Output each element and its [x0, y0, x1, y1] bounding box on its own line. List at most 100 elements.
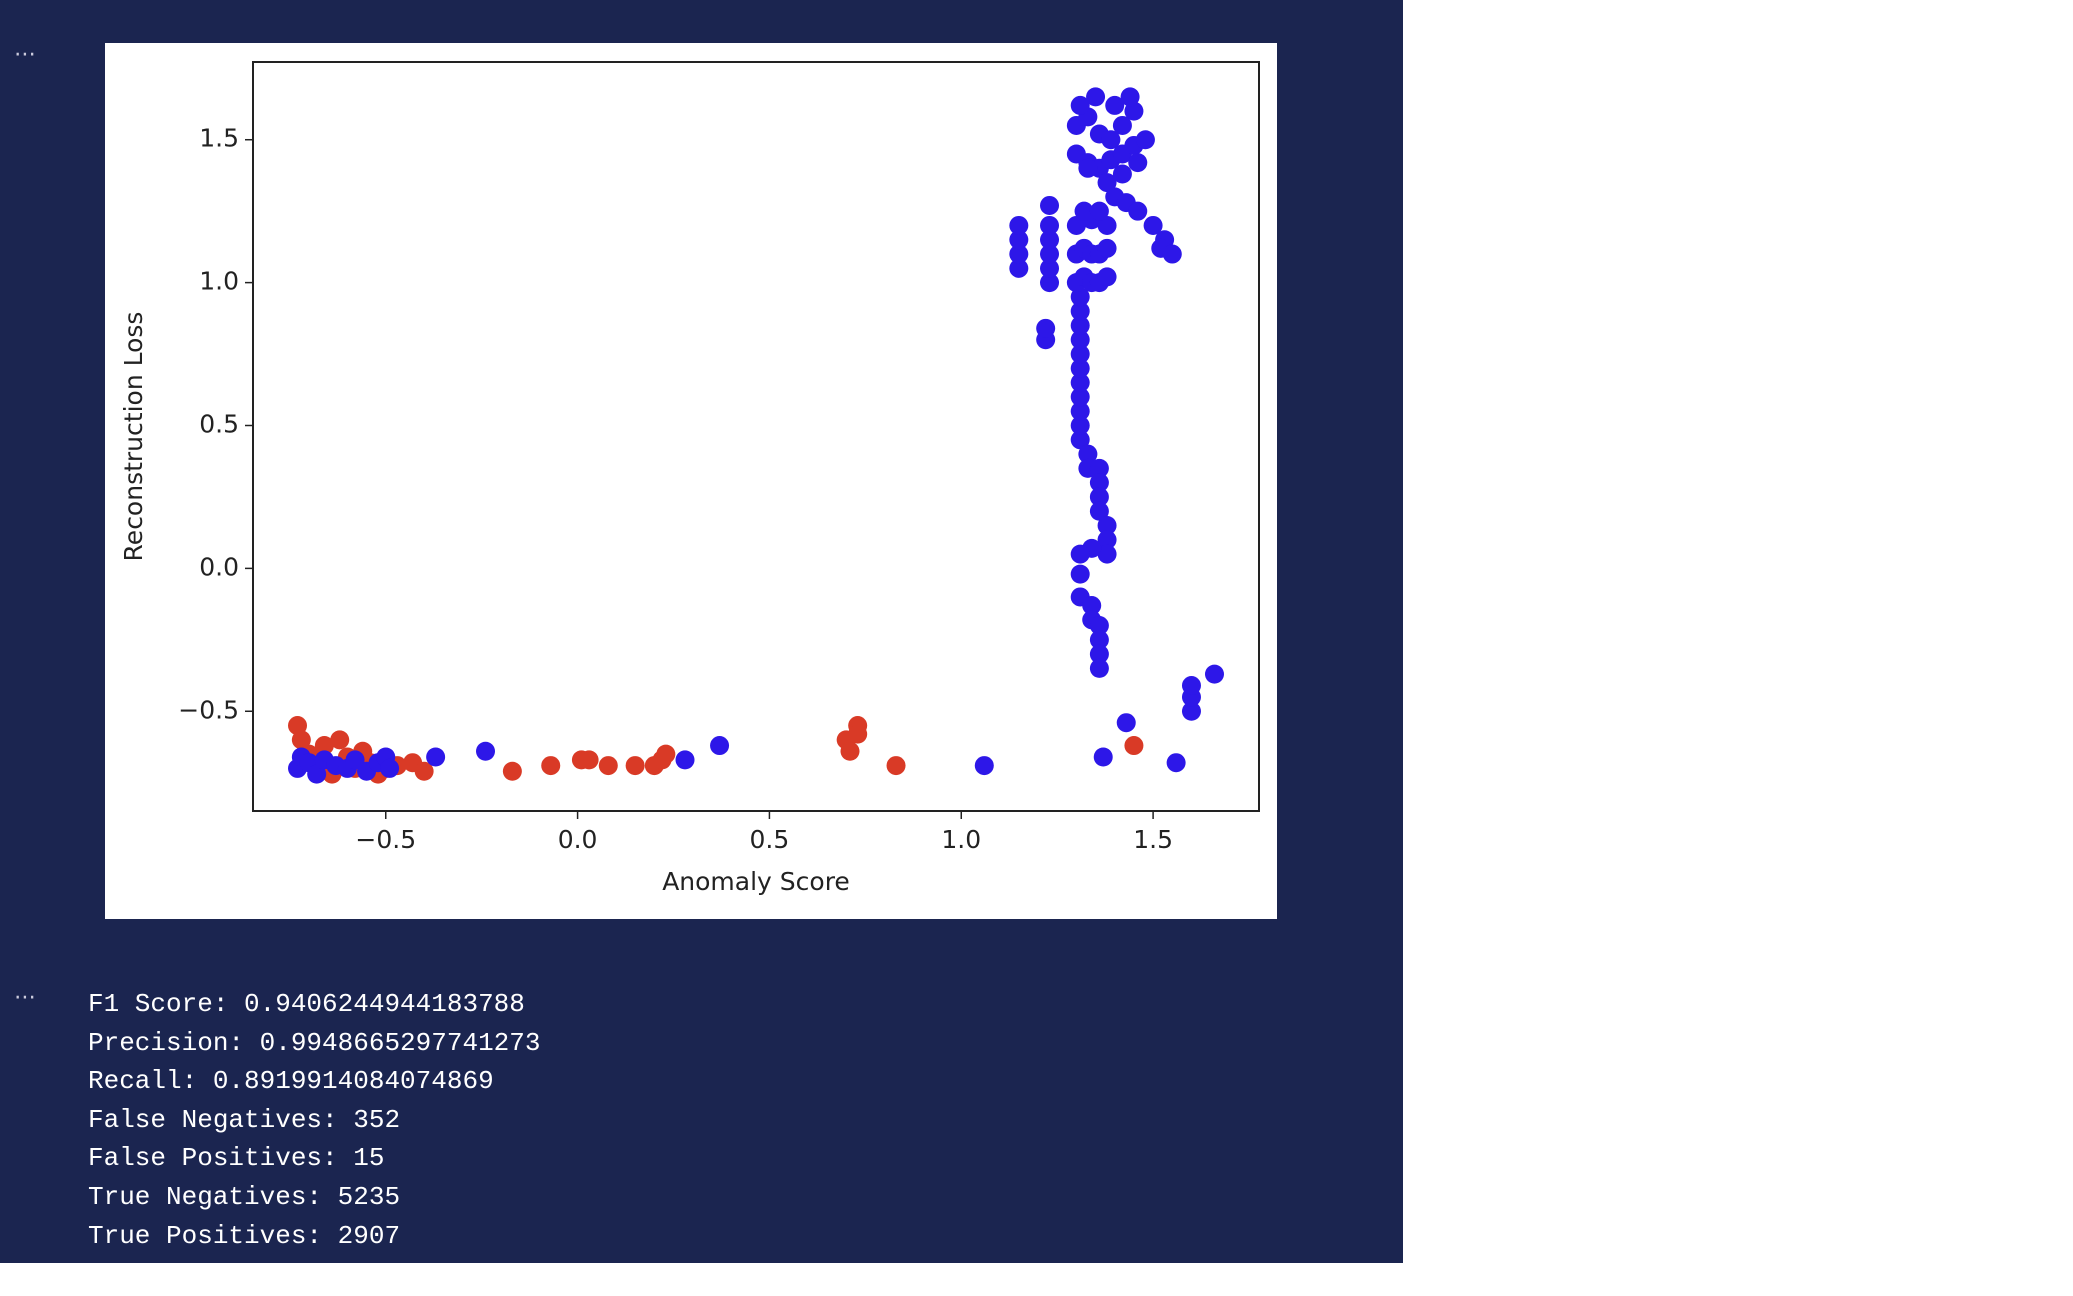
- scatter-point: [1097, 267, 1117, 287]
- scatter-point: [675, 750, 695, 770]
- scatter-point: [1040, 230, 1060, 250]
- scatter-point: [1124, 736, 1144, 756]
- scatter-point: [1078, 158, 1098, 178]
- scatter-point: [579, 750, 599, 770]
- scatter-point: [1070, 95, 1090, 115]
- scatter-point: [1009, 230, 1029, 250]
- scatter-point: [1097, 238, 1117, 258]
- scatter-point: [1009, 244, 1029, 264]
- scatter-point: [1112, 164, 1132, 184]
- x-tick-label: 0.5: [750, 825, 790, 854]
- scatter-point: [1097, 516, 1117, 536]
- scatter-point: [710, 736, 730, 756]
- scatter-point: [1070, 301, 1090, 321]
- scatter-point: [1086, 87, 1106, 107]
- scatter-point: [1070, 287, 1090, 307]
- scatter-point: [288, 716, 308, 736]
- scatter-point: [1070, 564, 1090, 584]
- scatter-point: [1120, 87, 1140, 107]
- x-tick-label: 1.0: [941, 825, 981, 854]
- scatter-point: [1040, 273, 1060, 293]
- scatter-point: [1070, 401, 1090, 421]
- output-line: False Positives: 15: [88, 1143, 385, 1174]
- scatter-point: [1128, 201, 1148, 221]
- scatter-point: [1066, 215, 1086, 235]
- scatter-point: [1124, 101, 1144, 121]
- scatter-point: [1097, 173, 1117, 193]
- scatter-point: [1089, 501, 1109, 521]
- scatter-point: [1070, 544, 1090, 564]
- scatter-point: [380, 758, 400, 778]
- scatter-point: [1070, 430, 1090, 450]
- scatter-point: [1070, 315, 1090, 335]
- x-tick-label: −0.5: [355, 825, 416, 854]
- scatter-point: [1089, 616, 1109, 636]
- scatter-point: [330, 730, 350, 750]
- x-tick-label: 0.0: [558, 825, 598, 854]
- scatter-point: [1040, 258, 1060, 278]
- scatter-point: [1074, 201, 1094, 221]
- y-axis-label: Reconstruction Loss: [119, 312, 148, 562]
- scatter-point: [625, 756, 645, 776]
- scatter-point: [1040, 195, 1060, 215]
- y-tick-label: 1.5: [199, 124, 239, 153]
- scatter-point: [1089, 458, 1109, 478]
- scatter-point: [1089, 473, 1109, 493]
- scatter-point: [1082, 596, 1102, 616]
- y-tick-label: 1.0: [199, 267, 239, 296]
- scatter-point: [1040, 244, 1060, 264]
- scatter-point: [1135, 130, 1155, 150]
- cell-prompt[interactable]: ⋯: [14, 42, 36, 67]
- scatter-point: [848, 724, 868, 744]
- scatter-point: [1040, 215, 1060, 235]
- output-line: F1 Score: 0.9406244944183788: [88, 989, 525, 1019]
- scatter-point: [1089, 630, 1109, 650]
- output-text: F1 Score: 0.9406244944183788 Precision: 0…: [88, 985, 540, 1255]
- scatter-point: [1009, 215, 1029, 235]
- scatter-point: [426, 747, 446, 767]
- scatter-point: [1204, 664, 1224, 684]
- notebook-output: ⋯ ⋯ −0.5 0.0 0.5 1.0 1.5 −0.5 0.0 0.5 1.0 1.5 Anom…: [0, 0, 1403, 1263]
- output-line: True Positives: 2907: [88, 1220, 401, 1251]
- scatter-point: [502, 761, 522, 781]
- scatter-point: [1105, 95, 1125, 115]
- y-tick-label: 0.0: [199, 552, 239, 581]
- scatter-point: [1089, 487, 1109, 507]
- output-line: True Negatives: 5235: [88, 1181, 401, 1212]
- scatter-point: [1070, 373, 1090, 393]
- scatter-point: [1181, 676, 1201, 696]
- scatter-point: [1097, 544, 1117, 564]
- output-line: Precision: 0.9948665297741273: [88, 1027, 541, 1058]
- scatter-point: [291, 730, 311, 750]
- cell-prompt[interactable]: ⋯: [14, 985, 36, 1010]
- y-tick-label: −0.5: [178, 695, 239, 724]
- y-tick-label: 0.5: [199, 409, 239, 438]
- chart: −0.5 0.0 0.5 1.0 1.5 −0.5 0.0 0.5 1.0 1.5 Anomaly …: [105, 43, 1277, 919]
- scatter-point: [886, 756, 906, 776]
- scatter-point: [1089, 201, 1109, 221]
- scatter-point: [974, 756, 994, 776]
- output-line: Recall: 0.8919914084074869: [88, 1066, 494, 1097]
- scatter-point: [1128, 153, 1148, 173]
- scatter-point: [1116, 713, 1136, 733]
- x-tick-label: 1.5: [1133, 825, 1173, 854]
- scatter-point: [476, 741, 496, 761]
- scatter-point: [314, 736, 334, 756]
- scatter-point: [598, 756, 618, 776]
- scatter-point: [1009, 258, 1029, 278]
- scatter-point: [1166, 753, 1186, 773]
- scatter-point: [1143, 215, 1163, 235]
- scatter-point: [1181, 701, 1201, 721]
- x-axis-label: Anomaly Score: [662, 867, 850, 896]
- scatter-point: [1162, 244, 1182, 264]
- scatter-point: [1101, 130, 1121, 150]
- scatter-point: [840, 741, 860, 761]
- scatter-point: [1112, 115, 1132, 135]
- scatter-point: [307, 764, 327, 784]
- scatter-point: [1070, 330, 1090, 350]
- axes-frame: [252, 61, 1260, 812]
- scatter-point: [1036, 318, 1056, 338]
- scatter-point: [345, 750, 365, 770]
- scatter-point: [1070, 344, 1090, 364]
